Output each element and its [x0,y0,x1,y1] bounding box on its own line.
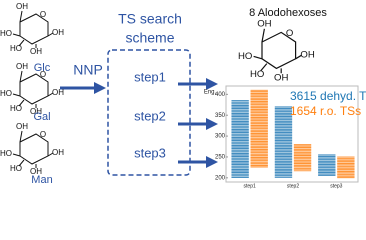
x-tick-label: step2 [287,183,299,189]
atom-label: OH [52,28,64,37]
molecule: OH O OH HO HO OH [0,62,64,116]
atom-label: HO [238,51,252,62]
legend-entry: 1654 r.o. TSs [290,104,361,118]
atom-label: O [40,10,46,19]
scheme-title: scheme [125,30,174,46]
atom-label: HO [0,89,12,98]
chart-frame [225,85,359,183]
strip [293,144,312,172]
y-tick-label: 250 [215,155,226,161]
y-tick-label: 300 [215,134,226,140]
atom-label: O [286,28,293,39]
molecule: OH O OH HO HO OH [0,2,64,56]
atom-label: OH [30,47,42,56]
method-label: NNP [73,62,103,78]
molecule: OH O OH HO HO OH [0,122,64,176]
bond-skeleton [12,10,54,48]
atom-label: HO [0,29,12,38]
atom-label: HO [0,149,12,158]
scheme-box [107,49,191,176]
y-tick-label: 200 [215,175,226,181]
x-tick-label: step1 [244,183,256,189]
y-tick-label: 400 [215,92,226,98]
strip-area [293,144,312,172]
strip [231,100,249,178]
atom-label: OH [52,148,64,157]
atom-label: HO [250,69,264,80]
molecule-name: Gal [33,111,50,123]
y-tick-label: 350 [215,113,226,119]
atom-label: OH [30,107,42,116]
y-axis-label: Eng. [204,90,217,96]
atom-label: OH [257,19,271,30]
bond-skeleton [12,130,54,168]
atom-label: OH [52,88,64,97]
graphical-abstract: NNP TS search scheme step1 step2 step3 8… [0,2,366,189]
strip [274,106,293,178]
atom-label: OH [16,62,28,71]
strip [318,154,336,177]
bond-skeleton [253,28,302,74]
product-title: 8 Alodohexoses [249,7,327,19]
x-tick-label: step3 [330,183,342,189]
strip [250,89,268,168]
atom-label: OH [274,73,288,84]
strip [337,156,355,179]
molecule-name: Glc [34,62,51,74]
atom-label: HO [10,104,22,113]
atom-label: HO [10,44,22,53]
atom-label: OH [16,2,28,11]
scheme-title: TS search [118,11,182,27]
atom-label: O [40,70,46,79]
molecule-name: Man [31,174,52,186]
step-label: step2 [134,108,166,123]
molecule: OH O OH HO HO OH [238,19,315,84]
atom-label: OH [16,122,28,131]
step-label: step3 [134,145,166,160]
atom-label: HO [10,164,22,173]
bond-skeleton [12,70,54,108]
atom-label: OH [30,167,42,176]
step-label: step1 [134,69,166,84]
atom-label: O [40,130,46,139]
legend-entry: 3615 dehyd. TSs [290,89,366,103]
atom-label: OH [300,50,314,61]
